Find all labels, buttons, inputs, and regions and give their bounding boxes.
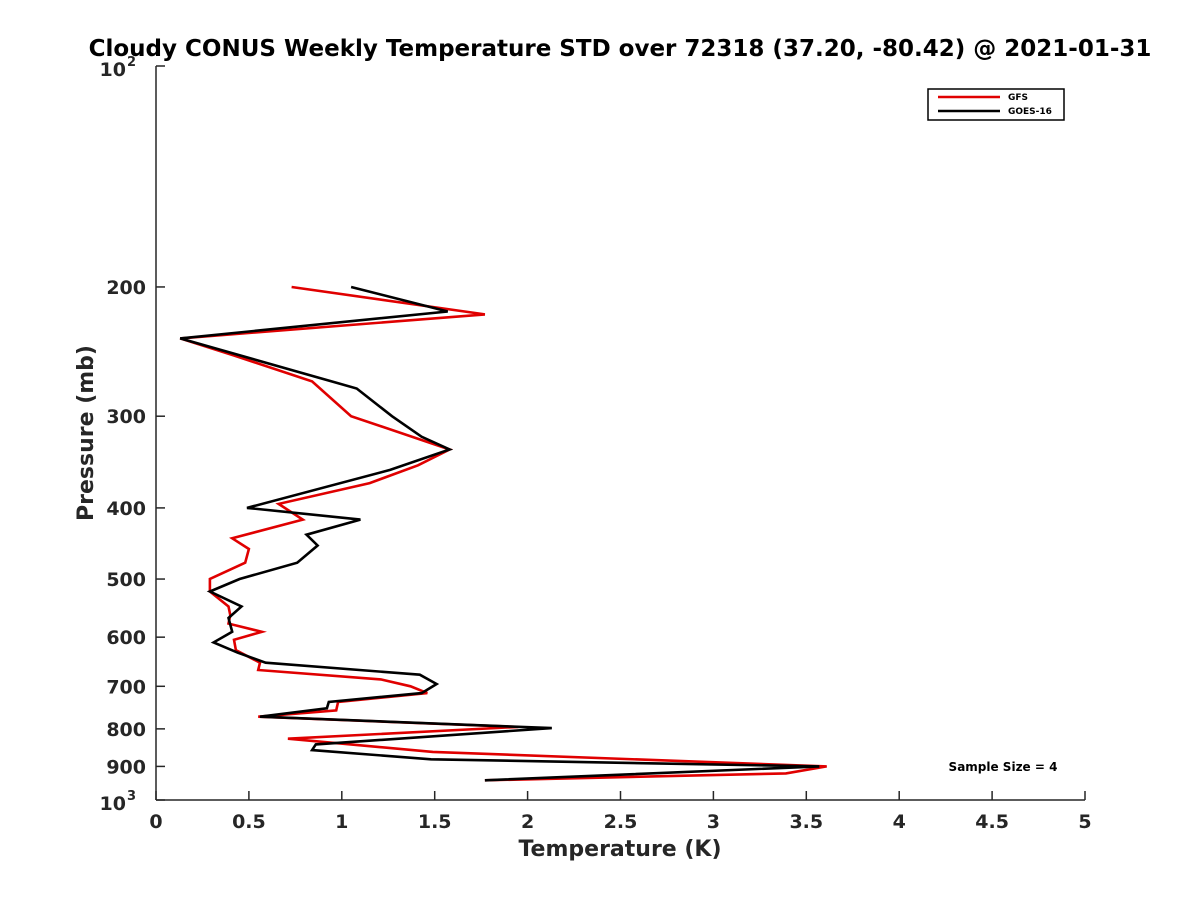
x-tick-label: 4.5 [975,811,1009,833]
legend: GFS GOES-16 [927,88,1065,121]
x-axis-label: Temperature (K) [518,837,721,862]
y-tick-label: 900 [106,756,146,778]
x-tick-label: 1.5 [418,811,452,833]
x-tick-label: 3 [707,811,720,833]
y-edge-tick-exponent: 2 [127,55,136,70]
x-tick-label: 5 [1078,811,1091,833]
y-tick-label: 500 [106,569,146,591]
y-axis-label: Pressure (mb) [74,345,99,521]
y-edge-tick-label: 10 [100,59,126,81]
y-tick-label: 700 [106,676,146,698]
legend-box [927,88,1065,121]
x-tick-label: 2 [521,811,534,833]
sample-size-annotation: Sample Size = 4 [949,760,1058,774]
legend-label: GFS [1008,93,1028,103]
axes-layer: 0 0.5 1 1.5 2 2.5 3 3.5 4 4.5 5 200 300 400 500 600 700 8… [100,55,1092,833]
legend-label: GOES-16 [1008,107,1052,117]
y-tick-label: 200 [106,277,146,299]
series-line-goes-16 [179,285,820,782]
x-tick-label: 0.5 [232,811,266,833]
chart-title: Cloudy CONUS Weekly Temperature STD over… [89,36,1152,62]
x-tick-label: 3.5 [789,811,823,833]
plot-area [156,66,1085,800]
plot-background [156,66,1085,800]
series-layer [179,285,827,782]
y-tick-label: 300 [106,406,146,428]
y-edge-tick-label: 10 [100,793,126,815]
y-tick-label: 400 [106,498,146,520]
x-tick-label: 1 [335,811,348,833]
x-tick-label: 4 [893,811,906,833]
x-tick-label: 0 [149,811,162,833]
y-tick-label: 800 [106,719,146,741]
x-tick-label: 2.5 [604,811,638,833]
y-edge-tick-exponent: 3 [127,789,136,804]
y-tick-label: 600 [106,627,146,649]
